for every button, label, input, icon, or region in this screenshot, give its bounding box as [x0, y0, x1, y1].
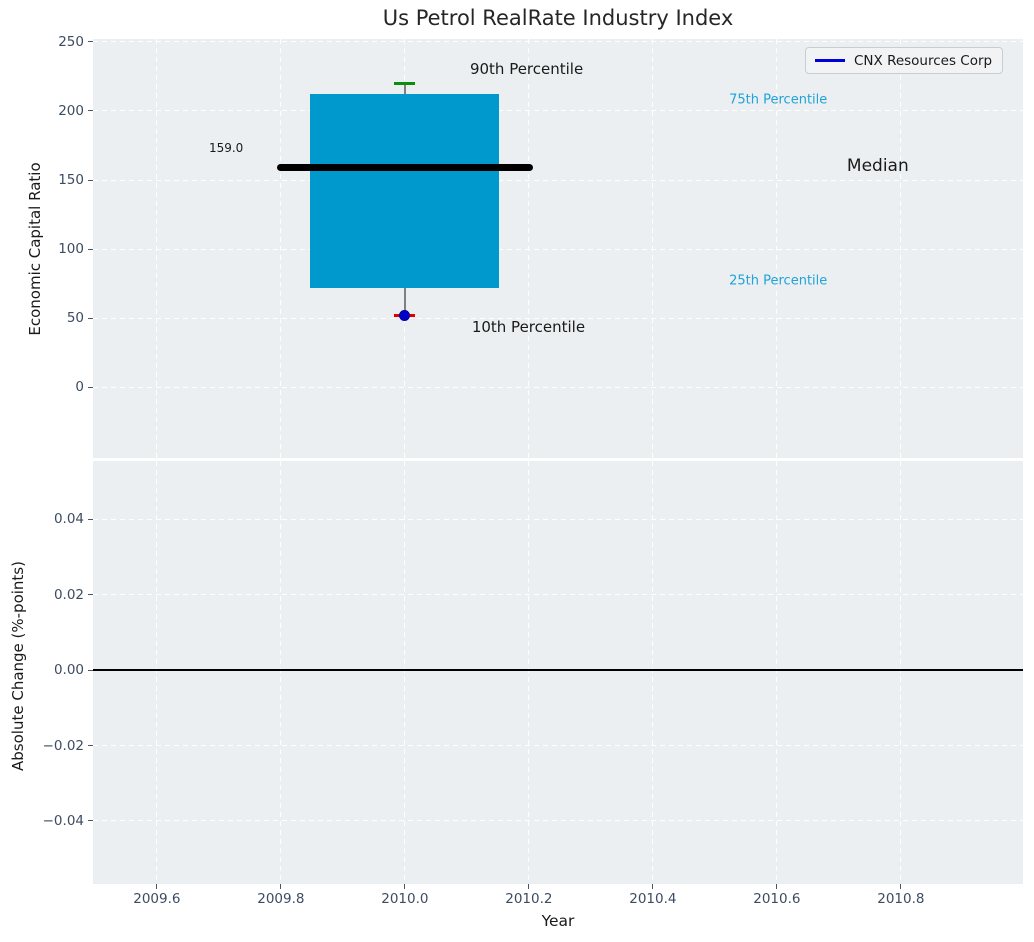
gridline-vertical [776, 39, 778, 458]
y-tick-label: 100 [58, 241, 84, 258]
gridline-vertical [156, 461, 158, 884]
x-tick-label: 2010.6 [753, 891, 801, 907]
x-tick-label: 2009.6 [133, 891, 181, 907]
y-tick-label: 0.04 [53, 511, 84, 528]
gridline-vertical [900, 39, 902, 458]
gridline-vertical [528, 461, 530, 884]
gridline-vertical [652, 39, 654, 458]
annotation-25th-percentile: 25th Percentile [729, 273, 828, 289]
y-tick-mark [88, 745, 93, 747]
x-tick-mark [652, 884, 654, 889]
gridline-horizontal [93, 317, 1023, 319]
company-data-point [399, 310, 411, 322]
x-tick-mark [156, 884, 158, 889]
y-tick-label: 0.00 [53, 662, 84, 679]
gridline-vertical [900, 461, 902, 884]
annotation-75th-percentile: 75th Percentile [729, 92, 828, 108]
gridline-horizontal [93, 745, 1023, 747]
gridline-vertical [156, 39, 158, 458]
gridline-horizontal [93, 820, 1023, 822]
whisker-cap-90th [394, 82, 416, 85]
gridline-horizontal [93, 386, 1023, 388]
gridline-horizontal [93, 179, 1023, 181]
gridline-horizontal [93, 248, 1023, 250]
y-tick-mark [88, 820, 93, 822]
y-tick-label: 150 [58, 172, 84, 189]
gridline-vertical [652, 461, 654, 884]
gridline-vertical [528, 39, 530, 458]
y-tick-label: 200 [58, 102, 84, 119]
y-tick-mark [88, 41, 93, 43]
y-tick-label: 250 [58, 33, 84, 50]
y-tick-mark [88, 386, 93, 388]
chart-title: Us Petrol RealRate Industry Index [382, 6, 734, 30]
gridline-horizontal [93, 41, 1023, 43]
gridline-horizontal [93, 110, 1023, 112]
x-tick-mark [900, 884, 902, 889]
axes-bottom-change [93, 461, 1023, 884]
gridline-horizontal [93, 518, 1023, 520]
y-tick-mark [88, 669, 93, 671]
x-tick-mark [776, 884, 778, 889]
y-tick-mark [88, 317, 93, 319]
gridline-vertical [280, 39, 282, 458]
y-tick-label: −0.04 [42, 812, 84, 829]
x-tick-label: 2010.2 [505, 891, 553, 907]
iqr-box [310, 94, 500, 288]
legend: CNX Resources Corp [805, 47, 1004, 74]
gridline-vertical [280, 461, 282, 884]
x-tick-mark [280, 884, 282, 889]
annotation-median: Median [846, 156, 909, 177]
x-tick-label: 2009.8 [257, 891, 305, 907]
x-tick-label: 2010.0 [381, 891, 429, 907]
x-tick-mark [528, 884, 530, 889]
y-tick-mark [88, 248, 93, 250]
y-tick-label: 50 [66, 310, 84, 327]
annotation-159-0: 159.0 [208, 141, 244, 156]
axes-top-boxplot: 90th Percentile 10th Percentile 75th Perce… [93, 39, 1023, 458]
y-tick-mark [88, 594, 93, 596]
median-line [276, 164, 533, 172]
y-tick-label: 0.02 [53, 586, 84, 603]
y-tick-mark [88, 179, 93, 181]
x-tick-mark [404, 884, 406, 889]
annotation-90th-percentile: 90th Percentile [469, 60, 584, 79]
gridline-vertical [776, 461, 778, 884]
x-tick-label: 2010.8 [877, 891, 925, 907]
legend-line-sample [815, 59, 845, 62]
annotation-10th-percentile: 10th Percentile [471, 317, 586, 336]
gridline-vertical [404, 461, 406, 884]
gridline-horizontal [93, 594, 1023, 596]
x-axis-label: Year [541, 912, 575, 930]
y-tick-label: 0 [75, 379, 84, 396]
zero-line [93, 669, 1023, 672]
legend-label: CNX Resources Corp [854, 52, 993, 69]
y-tick-label: −0.02 [42, 737, 84, 754]
y-tick-mark [88, 518, 93, 520]
y-tick-mark [88, 110, 93, 112]
x-tick-label: 2010.4 [629, 891, 677, 907]
